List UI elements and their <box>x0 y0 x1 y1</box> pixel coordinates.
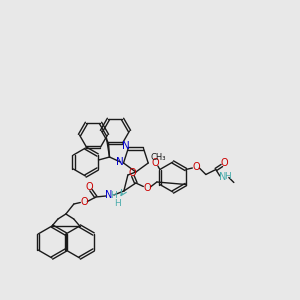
Text: H: H <box>224 172 231 181</box>
Text: O: O <box>220 158 228 169</box>
Text: O: O <box>85 182 93 192</box>
Text: H: H <box>110 191 117 200</box>
Text: O: O <box>128 168 136 178</box>
Text: N: N <box>105 190 112 200</box>
Text: N: N <box>122 142 130 152</box>
Text: O: O <box>80 197 88 207</box>
Text: N: N <box>219 172 226 182</box>
Text: O: O <box>192 163 200 172</box>
Text: N: N <box>116 157 123 167</box>
Text: CH₃: CH₃ <box>150 153 166 162</box>
Text: O: O <box>143 183 151 193</box>
Text: H: H <box>115 199 121 208</box>
Text: O: O <box>151 158 159 169</box>
